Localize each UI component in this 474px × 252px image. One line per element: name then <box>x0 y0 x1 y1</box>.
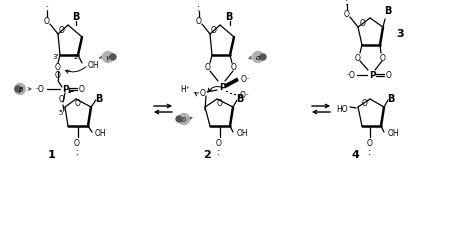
Text: O: O <box>380 53 386 62</box>
Text: O: O <box>55 71 61 80</box>
Text: OH: OH <box>388 128 400 137</box>
Text: O: O <box>59 95 65 104</box>
Text: O: O <box>386 71 392 80</box>
Text: ⁻O: ⁻O <box>34 85 44 94</box>
Text: O⁻: O⁻ <box>241 74 251 83</box>
Circle shape <box>260 55 266 61</box>
Text: HO: HO <box>337 104 348 113</box>
Text: 3: 3 <box>396 29 404 39</box>
Text: O: O <box>360 18 366 27</box>
Text: B: B <box>237 94 244 104</box>
Circle shape <box>176 116 182 122</box>
Text: O: O <box>205 63 211 72</box>
Text: O: O <box>200 88 206 97</box>
Text: :: : <box>368 146 372 156</box>
Text: B: B <box>95 94 103 104</box>
Text: P: P <box>369 71 375 80</box>
Text: 2': 2' <box>74 54 80 60</box>
Text: P: P <box>62 85 68 94</box>
Text: α: α <box>255 55 260 61</box>
Circle shape <box>102 52 113 63</box>
Text: B: B <box>387 94 395 104</box>
Circle shape <box>15 87 21 93</box>
Circle shape <box>110 55 116 61</box>
Text: :: : <box>218 146 220 156</box>
Text: δ: δ <box>182 116 186 122</box>
Text: 1: 1 <box>48 149 56 159</box>
Text: 5': 5' <box>59 110 65 115</box>
Text: B: B <box>384 6 392 16</box>
Text: O: O <box>344 10 350 18</box>
Text: OH: OH <box>95 128 107 137</box>
Text: OH: OH <box>88 60 100 69</box>
Text: 3': 3' <box>53 54 59 60</box>
Text: O: O <box>355 53 361 62</box>
Text: O: O <box>75 98 81 107</box>
Text: OH: OH <box>237 128 249 137</box>
Text: ⁻O: ⁻O <box>345 71 355 80</box>
Text: O: O <box>44 16 50 25</box>
Text: O: O <box>79 85 85 94</box>
Text: O: O <box>367 138 373 147</box>
Text: P: P <box>219 83 225 92</box>
Text: O: O <box>59 25 65 34</box>
Circle shape <box>253 52 264 63</box>
Text: B: B <box>73 12 80 22</box>
Text: :: : <box>346 0 348 7</box>
Text: O: O <box>196 16 202 25</box>
Text: O: O <box>55 63 61 72</box>
Text: O: O <box>211 25 217 34</box>
Text: :: : <box>75 146 79 156</box>
Circle shape <box>15 84 26 95</box>
Text: O: O <box>231 63 237 72</box>
Text: :: : <box>197 3 201 13</box>
Text: O: O <box>74 138 80 147</box>
Text: γ: γ <box>106 55 110 61</box>
Text: H⁺: H⁺ <box>180 85 190 94</box>
Text: 4: 4 <box>351 149 359 159</box>
Text: O⁻: O⁻ <box>240 91 250 100</box>
Text: O: O <box>362 98 368 107</box>
Text: β: β <box>18 87 22 93</box>
Text: O: O <box>217 98 223 107</box>
Circle shape <box>179 114 190 125</box>
Text: 2: 2 <box>203 149 211 159</box>
Text: B: B <box>225 12 233 22</box>
Text: :: : <box>46 3 49 13</box>
Text: O: O <box>216 138 222 147</box>
